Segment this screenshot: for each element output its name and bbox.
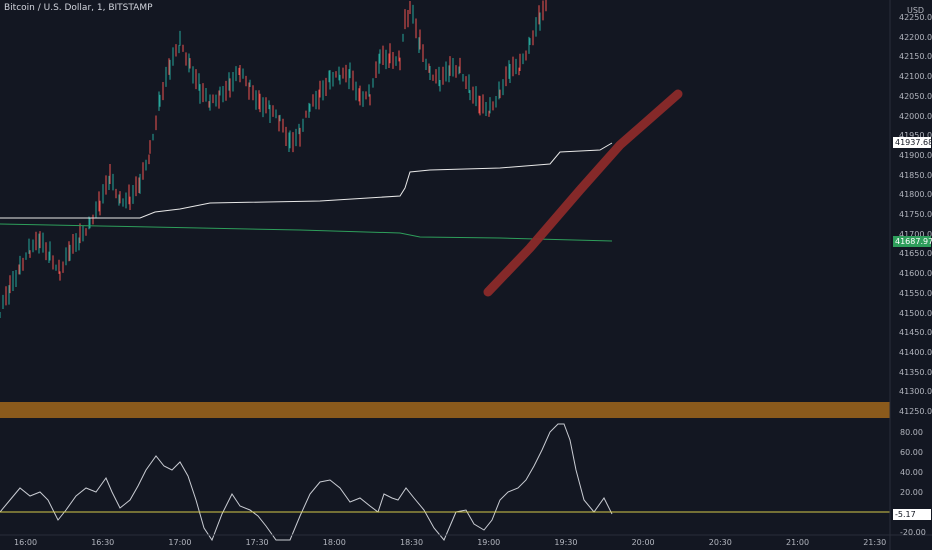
currency-label: USD	[907, 6, 925, 15]
oscillator-axis-label: 20.00	[900, 488, 923, 497]
green-line-price-tag: 41687.97	[893, 236, 932, 247]
price-axis-label: 41600.00	[899, 269, 932, 279]
oscillator-line	[0, 423, 613, 542]
time-axis-label: 16:00	[14, 538, 38, 547]
time-axis-label: 18:30	[400, 538, 424, 547]
price-axis-label: 42150.00	[899, 52, 932, 62]
white-indicator-line	[0, 142, 613, 219]
time-axis-label: 20:00	[631, 538, 655, 547]
time-axis-label: 20:30	[708, 538, 732, 547]
price-axis-label: 42100.00	[899, 72, 932, 82]
time-axis-label: 19:30	[554, 538, 578, 547]
price-axis-label: 42250.00	[899, 13, 932, 22]
candlestick-series	[0, 0, 547, 318]
price-axis-label: 41950.00	[899, 131, 932, 141]
chart-title: Bitcoin / U.S. Dollar, 1, BITSTAMP	[4, 3, 153, 13]
price-axis-label: 41450.00	[899, 328, 932, 338]
time-axis-label: 18:00	[322, 538, 346, 547]
price-axis-label: 41400.00	[899, 347, 932, 357]
oscillator-axis-label: -20.00	[900, 528, 926, 537]
price-axis-label: 41350.00	[899, 367, 932, 377]
price-axis-label: 41750.00	[899, 210, 932, 219]
time-axis-label: 19:00	[477, 538, 501, 547]
price-axis-label: 41850.00	[899, 170, 932, 180]
price-axis-label: 41250.00	[899, 407, 932, 416]
white-line-price-tag: 41937.68	[893, 137, 932, 148]
price-axis-label: 41550.00	[899, 288, 932, 298]
drawn-trendline-annotation	[483, 89, 683, 297]
oscillator-value-tag: -5.17	[893, 509, 931, 520]
price-axis-label: 41500.00	[899, 308, 932, 318]
time-axis-label: 21:30	[863, 538, 887, 547]
time-axis-label: 17:30	[245, 538, 269, 547]
price-axis-label: 41300.00	[899, 387, 932, 397]
price-axis-label: 41800.00	[899, 190, 932, 200]
time-axis-label: 21:00	[786, 538, 810, 547]
price-axis-label: 42000.00	[899, 111, 932, 121]
price-axis-label: 42050.00	[899, 91, 932, 101]
price-axis-label: 41900.00	[899, 150, 932, 160]
panel-divider-band	[0, 402, 890, 418]
price-axis-label: 41700.00	[899, 229, 932, 239]
time-axis-label: 17:00	[168, 538, 192, 547]
oscillator-axis-label: 40.00	[900, 468, 923, 477]
price-axis-label: 41650.00	[899, 249, 932, 259]
green-indicator-line	[0, 223, 613, 242]
oscillator-axis-label: 80.00	[900, 428, 923, 437]
time-axis-label: 16:30	[91, 538, 115, 547]
price-axis-label: 42200.00	[899, 32, 932, 42]
oscillator-axis-label: 60.00	[900, 448, 923, 457]
